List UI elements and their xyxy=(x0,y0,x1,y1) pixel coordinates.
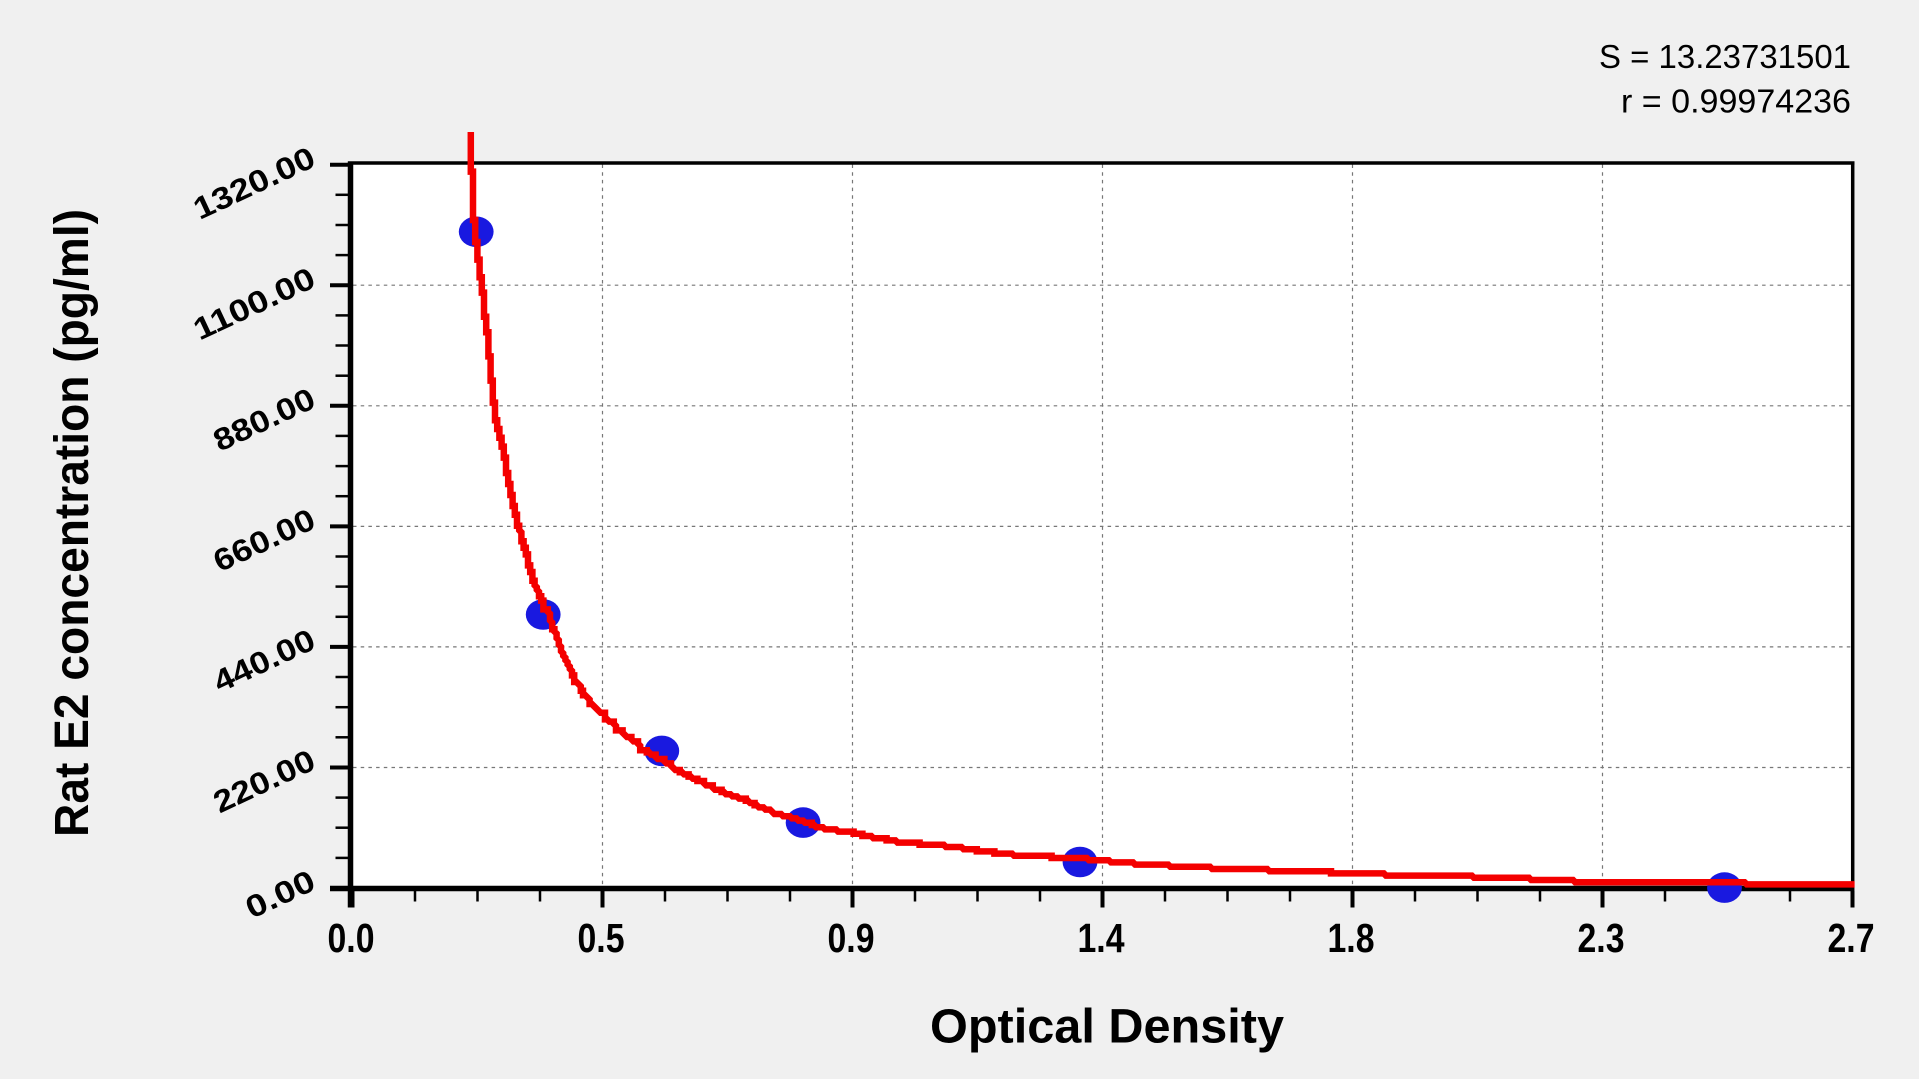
svg-text:2.7: 2.7 xyxy=(1828,915,1875,961)
svg-text:r = 0.99974236: r = 0.99974236 xyxy=(1621,84,1851,121)
svg-text:1.8: 1.8 xyxy=(1328,915,1375,961)
svg-text:0.9: 0.9 xyxy=(828,915,875,961)
svg-text:0.5: 0.5 xyxy=(578,915,625,961)
svg-text:2.3: 2.3 xyxy=(1578,915,1625,961)
svg-text:Rat E2 concentration (pg/ml): Rat E2 concentration (pg/ml) xyxy=(46,209,99,837)
svg-text:0.0: 0.0 xyxy=(328,915,375,961)
svg-text:S = 13.23731501: S = 13.23731501 xyxy=(1599,39,1851,76)
svg-text:1.4: 1.4 xyxy=(1078,915,1125,961)
svg-text:Optical Density: Optical Density xyxy=(930,1001,1284,1054)
